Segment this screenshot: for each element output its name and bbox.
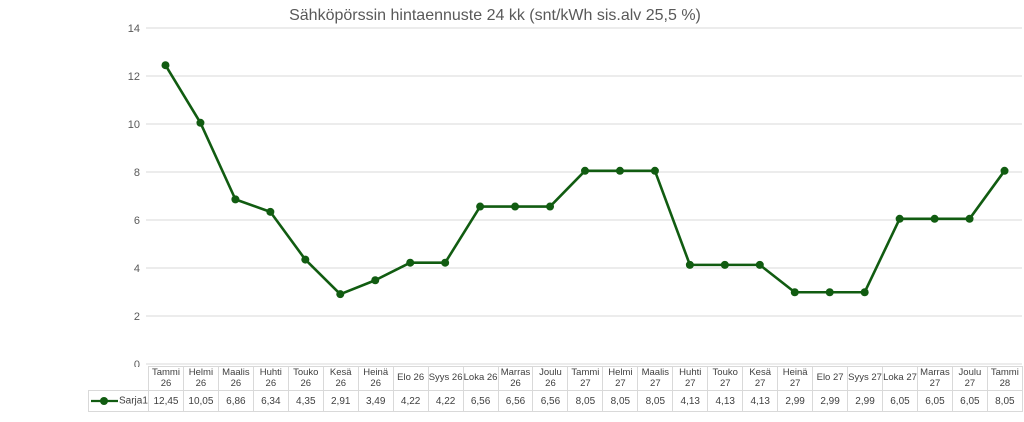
value-cell: 2,91 [322, 390, 359, 412]
value-cell: 6,05 [951, 390, 988, 412]
data-point-marker [476, 202, 485, 211]
category-header-cell: Maalis 26 [217, 366, 254, 391]
data-point-marker [266, 207, 275, 216]
category-header-cell: Loka 27 [882, 366, 918, 391]
category-header-cell: Helmi 26 [182, 366, 219, 391]
value-cell: 6,56 [532, 390, 569, 412]
data-point-marker [650, 166, 659, 175]
category-header-cell: Heinä 27 [777, 366, 814, 391]
category-header-cell: Huhti 27 [672, 366, 709, 391]
value-cell: 8,05 [637, 390, 674, 412]
category-header-cell: Syys 26 [427, 366, 464, 391]
data-point-marker [546, 202, 555, 211]
data-point-marker [196, 118, 205, 127]
data-point-marker [371, 276, 380, 285]
category-header-cell: Marras 27 [916, 366, 953, 391]
data-point-marker [930, 214, 939, 223]
value-cell: 4,35 [287, 390, 324, 412]
y-tick-label: 6 [134, 215, 140, 227]
data-point-marker [406, 258, 415, 267]
data-point-marker [301, 255, 310, 264]
category-header-cell: Tammi 26 [148, 366, 184, 391]
value-cell: 8,05 [602, 390, 639, 412]
data-point-marker [511, 202, 520, 211]
y-tick-label: 4 [134, 263, 140, 275]
data-point-marker [336, 290, 345, 299]
y-tick-label: 12 [128, 71, 140, 83]
value-cell: 6,34 [252, 390, 289, 412]
category-header-cell: Joulu 26 [532, 366, 569, 391]
data-point-marker [615, 166, 624, 175]
category-header-cell: Kesä 26 [322, 366, 359, 391]
category-header-cell: Touko 27 [707, 366, 744, 391]
series-line [164, 63, 1006, 296]
data-point-marker [441, 258, 450, 267]
category-header-cell: Kesä 27 [742, 366, 779, 391]
y-tick-label: 2 [134, 311, 140, 323]
category-header-cell: Huhti 26 [252, 366, 289, 391]
value-cell: 2,99 [847, 390, 884, 412]
y-tick-label: 0 [134, 359, 140, 371]
value-cell: 4,13 [707, 390, 744, 412]
data-point-marker [720, 260, 729, 269]
category-header-cell: Helmi 27 [602, 366, 639, 391]
data-table: Tammi 26 Helmi 26 Maalis 26 Huhti 26 Touko 2… [88, 366, 1023, 412]
value-cell: 4,13 [672, 390, 709, 412]
value-cell: 4,22 [427, 390, 464, 412]
value-cell: 4,13 [742, 390, 779, 412]
value-cell: 12,45 [148, 390, 184, 412]
data-point-marker [231, 195, 240, 204]
category-header-cell: Maalis 27 [637, 366, 674, 391]
value-cell: 6,56 [462, 390, 499, 412]
data-point-marker [1000, 166, 1009, 175]
value-cell: 4,22 [392, 390, 429, 412]
data-point-marker [685, 260, 694, 269]
category-header-cell: Elo 26 [392, 366, 429, 391]
series-legend-cell: Sarja1 [88, 390, 149, 412]
data-point-marker [581, 166, 589, 175]
category-header-cell: Elo 27 [812, 366, 849, 391]
data-point-marker [755, 260, 764, 269]
category-header-cell: Marras 26 [497, 366, 534, 391]
value-cell: 6,05 [882, 390, 918, 412]
value-cell: 8,05 [567, 390, 604, 412]
data-point-marker [161, 61, 170, 70]
value-cell: 3,49 [357, 390, 394, 412]
value-cell: 6,05 [916, 390, 953, 412]
value-cell: 10,05 [182, 390, 219, 412]
value-cell: 8,05 [986, 390, 1023, 412]
value-cell: 6,86 [217, 390, 254, 412]
y-tick-label: 8 [134, 167, 140, 179]
category-header-cell: Touko 26 [287, 366, 324, 391]
category-header-cell: Tammi 28 [986, 366, 1023, 391]
data-point-marker [965, 214, 974, 223]
data-point-marker [790, 288, 799, 297]
y-tick-label: 10 [128, 119, 140, 131]
category-header-cell: Syys 27 [847, 366, 884, 391]
y-tick-label: 14 [128, 23, 140, 35]
value-cell: 2,99 [777, 390, 814, 412]
data-point-marker [825, 288, 834, 297]
value-cell: 6,56 [497, 390, 534, 412]
category-header-cell: Heinä 26 [357, 366, 394, 391]
chart-title: Sähköpörssin hintaennuste 24 kk (snt/kWh… [289, 7, 701, 24]
data-point-marker [895, 214, 904, 223]
data-point-marker [860, 288, 869, 297]
series-legend-icon [91, 396, 118, 405]
category-header-cell: Joulu 27 [951, 366, 988, 391]
series-legend-label: Sarja1 [119, 395, 148, 407]
category-header-cell: Tammi 27 [567, 366, 604, 391]
category-header-cell: Loka 26 [462, 366, 499, 391]
table-corner-cell [88, 366, 149, 391]
value-cell: 2,99 [812, 390, 849, 412]
